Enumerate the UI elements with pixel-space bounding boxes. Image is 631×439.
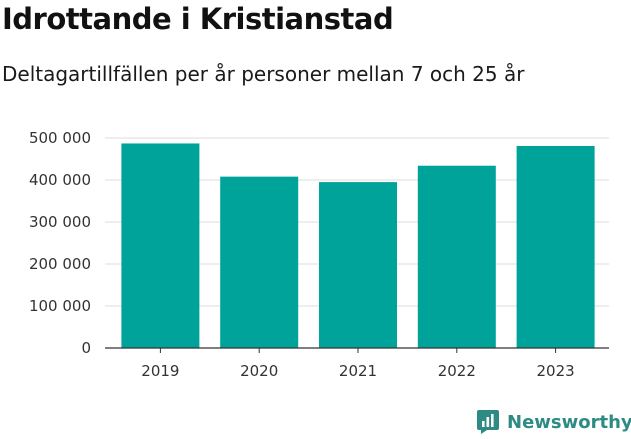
brand-name: Newsworthy <box>507 411 631 433</box>
y-tick-label: 300 000 <box>29 213 91 231</box>
bar-2019 <box>121 143 200 348</box>
bars <box>121 143 595 348</box>
x-tick-label: 2023 <box>537 362 575 380</box>
newsworthy-logo-icon <box>477 410 499 434</box>
x-tick-label: 2020 <box>240 362 278 380</box>
chart-title: Idrottande i Kristianstad <box>2 2 394 36</box>
x-tick-label: 2021 <box>339 362 377 380</box>
bar-2023 <box>516 145 595 348</box>
bar-2021 <box>319 182 397 348</box>
tick-labels: 0 100 000 200 000 300 000 400 000 500 000 2019… <box>29 129 575 380</box>
newsworthy-brand: Newsworthy <box>476 408 631 436</box>
y-tick-label: 500 000 <box>29 129 91 147</box>
bar-2020 <box>220 176 299 348</box>
y-tick-label: 0 <box>81 339 91 357</box>
x-tick-label: 2019 <box>141 362 179 380</box>
chart-subtitle: Deltagartillfällen per år personer mella… <box>2 62 525 86</box>
y-tick-label: 100 000 <box>29 297 91 315</box>
y-tick-label: 400 000 <box>29 171 91 189</box>
bar-2022 <box>417 165 496 348</box>
x-tick-label: 2022 <box>438 362 476 380</box>
axes <box>105 347 609 353</box>
y-tick-label: 200 000 <box>29 255 91 273</box>
